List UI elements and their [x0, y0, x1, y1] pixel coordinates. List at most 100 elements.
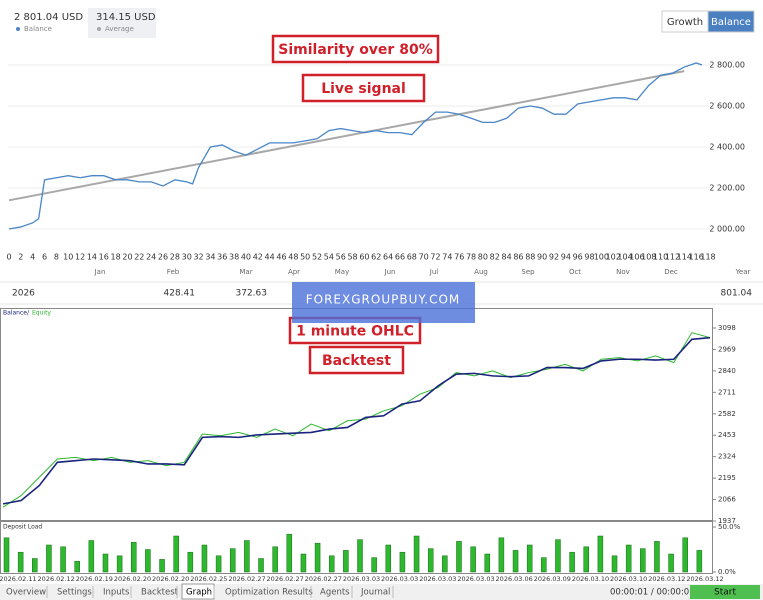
annotation-box — [271, 34, 440, 64]
date-label: 2026.03.03 — [457, 575, 494, 583]
date-label: 2026.03.10 — [610, 575, 647, 583]
x-tick-label: 60 — [359, 253, 369, 262]
load-bar — [484, 553, 491, 573]
y-tick-label: 2969 — [718, 345, 736, 353]
load-bar — [640, 548, 646, 573]
x-tick-label: 0 — [6, 253, 11, 262]
x-tick-label: 70 — [419, 253, 429, 262]
date-label: 2026.02.27 — [228, 575, 265, 583]
month-label: Sep — [521, 268, 535, 276]
date-label: 2026.02.25 — [190, 575, 227, 583]
load-bar — [74, 560, 80, 573]
x-tick-label: 32 — [193, 253, 203, 262]
date-label: 2026.03.03 — [343, 575, 380, 583]
load-title: Deposit Load — [3, 524, 42, 531]
load-bar — [498, 537, 505, 573]
x-tick-label: 88 — [525, 253, 535, 262]
average-dot — [97, 27, 101, 31]
load-bar — [187, 551, 194, 573]
start-button[interactable] — [690, 585, 760, 599]
toggle-button[interactable] — [707, 10, 755, 33]
x-tick-label: 58 — [347, 253, 357, 262]
x-tick-label: 94 — [561, 253, 571, 262]
x-tick-label: 74 — [442, 253, 452, 262]
date-label: 2026.03.10 — [572, 575, 609, 583]
load-bar — [512, 550, 519, 573]
x-tick-label: 2 — [18, 253, 23, 262]
x-tick-label: 22 — [134, 253, 144, 262]
average-value: 314.15 USD — [96, 12, 156, 23]
year: 2026 — [12, 289, 35, 299]
month-label: Feb — [167, 268, 180, 276]
load-bar — [399, 551, 406, 573]
toggle-label[interactable]: Growth — [667, 17, 703, 28]
load-bar — [17, 551, 24, 573]
toggle-label[interactable]: Balance — [711, 17, 751, 28]
balance-label: Balance — [24, 25, 52, 33]
x-tick-label: 86 — [513, 253, 523, 262]
x-tick-label: 64 — [383, 253, 393, 262]
x-tick-label: 20 — [122, 253, 132, 262]
x-tick-label: 18 — [111, 253, 121, 262]
load-bar — [682, 537, 688, 573]
tab[interactable]: Overview — [6, 588, 46, 598]
load-bar — [526, 544, 533, 573]
tab[interactable]: Optimization Results — [225, 588, 313, 598]
date-label: 2026.02.20 — [152, 575, 189, 583]
tab[interactable]: Inputs — [103, 588, 130, 598]
year-total: 801.04 — [721, 289, 753, 299]
x-tick-label: 96 — [573, 253, 583, 262]
x-tick-label: 114 — [677, 253, 692, 262]
average-label: Average — [105, 25, 134, 33]
load-bar — [3, 537, 10, 573]
x-tick-label: 108 — [641, 253, 656, 262]
load-bar — [215, 555, 222, 573]
load-bar — [272, 546, 278, 573]
annotation: 1 minute OHLC — [296, 324, 414, 340]
y-tick-label: 3098 — [718, 324, 736, 332]
x-tick-label: 78 — [466, 253, 476, 262]
x-tick-label: 34 — [205, 253, 215, 262]
tab[interactable]: Journal — [360, 588, 390, 598]
x-tick-label: 82 — [490, 253, 500, 262]
balance-value: 2 801.04 USD — [14, 12, 83, 23]
tab[interactable]: Backtest — [141, 588, 179, 598]
load-bar — [286, 533, 293, 573]
x-tick-label: 36 — [217, 253, 227, 262]
tab[interactable]: Agents — [320, 588, 350, 598]
date-label: 2026.02.12 — [38, 575, 75, 583]
load-bar — [145, 549, 151, 573]
load-bar — [258, 558, 264, 573]
x-tick-label: 24 — [146, 253, 156, 262]
x-tick-label: 66 — [395, 253, 405, 262]
start-label[interactable]: Start — [714, 588, 736, 598]
x-tick-label: 12 — [75, 253, 85, 262]
status-time: 00:00:01 / 00:00:01 — [610, 588, 695, 598]
year-label: Year — [735, 268, 751, 276]
y-tick-label: 2066 — [718, 496, 736, 504]
load-bar — [696, 550, 703, 573]
month-label: Jan — [94, 268, 106, 276]
watermark-box — [292, 282, 475, 323]
date-label: 2026.03.12 — [648, 575, 685, 583]
load-bar — [611, 555, 618, 573]
x-tick-label: 4 — [30, 253, 35, 262]
annotation: Backtest — [322, 353, 391, 369]
y-tick-label: 2 400.00 — [709, 143, 745, 152]
y-tick-label: 2324 — [718, 453, 736, 461]
balance-line — [8, 62, 703, 230]
x-tick-label: 98 — [584, 253, 594, 262]
month-label: Mar — [239, 268, 252, 276]
y-tick-label: 2840 — [718, 367, 736, 375]
load-bar — [442, 555, 448, 573]
y-tick-label: 2 800.00 — [709, 61, 745, 70]
load-bar — [541, 557, 547, 573]
y-tick-label: 2453 — [718, 431, 736, 439]
date-label: 2026.02.20 — [114, 575, 151, 583]
tab[interactable]: Graph — [186, 588, 212, 598]
annotation-box — [308, 345, 405, 375]
tab[interactable]: Settings — [57, 588, 92, 598]
legend-equity: Equity — [32, 310, 51, 317]
x-tick-label: 54 — [324, 253, 334, 262]
